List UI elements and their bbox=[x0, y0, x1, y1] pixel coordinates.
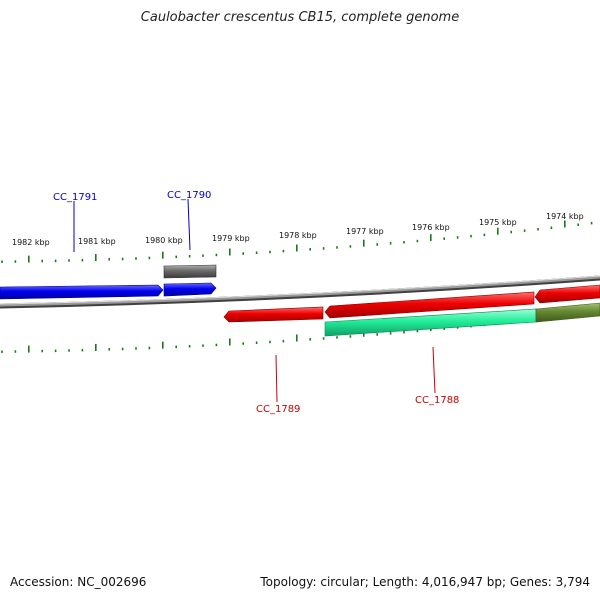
gene-cc-1791[interactable] bbox=[0, 284, 164, 300]
gene-label-cc-1790[interactable]: CC_1790 bbox=[167, 190, 211, 201]
gene-cc-1788[interactable] bbox=[324, 291, 535, 319]
ruler-label-1981: 1981 kbp bbox=[78, 237, 116, 246]
gene-label-cc-1788[interactable]: CC_1788 bbox=[415, 395, 459, 406]
ruler-ticks-outer bbox=[1, 220, 593, 263]
gene-label-cc-1790-group: CC_1790 bbox=[167, 190, 211, 251]
gene-label-cc-1791-group: CC_1791 bbox=[53, 192, 97, 252]
gene-label-cc-1788-group: CC_1788 bbox=[415, 346, 459, 406]
ruler-label-1974: 1974 kbp bbox=[546, 212, 584, 221]
ruler-label-1979: 1979 kbp bbox=[212, 234, 250, 243]
genome-backbone bbox=[0, 275, 600, 307]
gene-label-cc-1789[interactable]: CC_1789 bbox=[256, 404, 300, 415]
ruler-label-1982: 1982 kbp bbox=[12, 238, 50, 247]
gene-label-cc-1789-group: CC_1789 bbox=[256, 354, 300, 415]
map-title: Caulobacter crescentus CB15, complete ge… bbox=[140, 10, 460, 25]
leader-line-cc-1789 bbox=[275, 354, 278, 403]
gene-next-reverse[interactable] bbox=[534, 284, 600, 304]
feature-olive-band[interactable] bbox=[535, 302, 600, 323]
ruler-labels: 1982 kbp 1981 kbp 1980 kbp 1979 kbp 1978… bbox=[12, 212, 584, 247]
gene-cc-1790[interactable] bbox=[163, 282, 217, 297]
accession-label: Accession: NC_002696 bbox=[10, 575, 147, 589]
leader-line-cc-1790 bbox=[187, 198, 191, 251]
gene-label-cc-1791[interactable]: CC_1791 bbox=[53, 192, 97, 203]
ruler-label-1976: 1976 kbp bbox=[412, 223, 450, 232]
ruler-label-1977: 1977 kbp bbox=[346, 227, 384, 236]
ruler-label-1975: 1975 kbp bbox=[479, 218, 517, 227]
gene-cc-1789[interactable] bbox=[223, 306, 324, 323]
ruler-label-1980: 1980 kbp bbox=[145, 236, 183, 245]
genome-backbone-highlight bbox=[0, 275, 600, 305]
leader-line-cc-1788 bbox=[432, 346, 436, 394]
ruler-label-1978: 1978 kbp bbox=[279, 231, 317, 240]
genome-stats-label: Topology: circular; Length: 4,016,947 bp… bbox=[260, 575, 590, 589]
feature-grey-block[interactable] bbox=[163, 264, 217, 279]
